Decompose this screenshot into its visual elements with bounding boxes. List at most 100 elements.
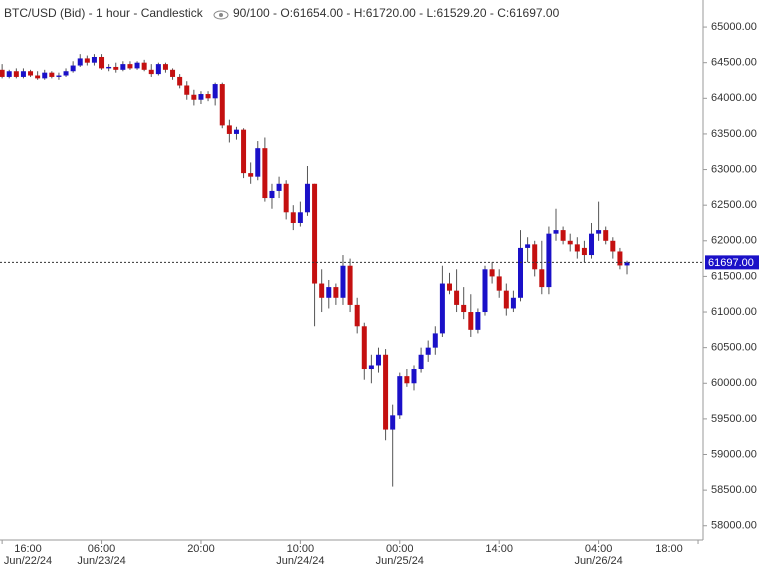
y-tick-label: 62500.00	[711, 199, 757, 211]
y-tick-label: 59500.00	[711, 413, 757, 425]
candle-body	[567, 240, 573, 245]
chart-title: BTC/USD (Bid) - 1 hour - Candlestick	[4, 6, 204, 20]
candle-body	[162, 64, 168, 70]
y-tick-label: 63000.00	[711, 163, 757, 175]
candle-body	[361, 326, 367, 370]
candle-body	[354, 304, 360, 327]
candle-body	[56, 75, 62, 77]
candle-body	[0, 69, 5, 77]
candle-body	[241, 129, 247, 174]
y-tick-label: 61500.00	[711, 270, 757, 282]
x-date-label: Jun/23/24	[77, 555, 125, 566]
candle-body	[425, 347, 431, 355]
candle-body	[617, 251, 623, 266]
candle-body	[269, 190, 275, 199]
candle-body	[411, 369, 417, 384]
candle-body	[184, 85, 190, 95]
candle-body	[155, 64, 161, 75]
candle-body	[35, 75, 41, 79]
candle-body	[610, 240, 616, 252]
y-tick-label: 59000.00	[711, 448, 757, 460]
x-tick-label: 04:00	[585, 543, 613, 555]
candle-body	[347, 265, 353, 305]
candle-body	[589, 233, 595, 256]
candle-body	[581, 247, 587, 256]
candle-body	[383, 354, 389, 430]
candle-body	[333, 287, 339, 298]
y-tick-label: 58500.00	[711, 484, 757, 496]
candle-body	[141, 62, 147, 70]
candle-body	[496, 276, 502, 291]
candle-body	[510, 297, 516, 309]
candles	[0, 54, 630, 487]
candle-body	[120, 64, 126, 70]
status-line: 90/100 - O:61654.00 - H:61720.00 - L:615…	[233, 6, 560, 20]
candle-body	[276, 183, 282, 191]
candle-body	[233, 129, 239, 134]
x-tick-label: 18:00	[655, 543, 683, 555]
candle-body	[134, 62, 140, 69]
candle-body	[63, 71, 69, 76]
candle-body	[170, 69, 176, 77]
visibility-icon[interactable]	[213, 10, 229, 20]
x-tick-label: 00:00	[386, 543, 414, 555]
candle-body	[13, 71, 19, 77]
x-tick-label: 14:00	[485, 543, 513, 555]
y-tick-label: 58000.00	[711, 520, 757, 532]
candle-body	[574, 244, 580, 252]
y-tick-label: 62000.00	[711, 235, 757, 247]
candle-body	[77, 58, 83, 66]
candle-body	[319, 283, 325, 298]
candle-body	[290, 212, 296, 223]
candle-body	[546, 233, 552, 288]
candle-body	[525, 244, 531, 248]
candle-body	[297, 212, 303, 223]
candle-body	[177, 76, 183, 86]
candle-body	[262, 148, 268, 199]
candle-body	[446, 283, 452, 291]
candle-body	[20, 71, 26, 77]
candle-body	[461, 304, 467, 313]
y-tick-label: 63500.00	[711, 128, 757, 140]
candle-body	[99, 56, 105, 69]
candle-body	[390, 415, 396, 430]
candle-body	[226, 125, 232, 134]
candle-body	[468, 312, 474, 330]
y-tick-label: 60500.00	[711, 342, 757, 354]
candle-body	[482, 269, 488, 313]
candle-body	[503, 290, 509, 309]
candle-body	[553, 230, 559, 234]
x-date-label: Jun/24/24	[276, 555, 324, 566]
candle-body	[248, 173, 254, 177]
candle-body	[368, 365, 374, 370]
candle-body	[418, 354, 424, 370]
candle-body	[42, 72, 48, 79]
candle-body	[532, 244, 538, 270]
candle-body	[304, 183, 310, 213]
candle-body	[113, 66, 119, 70]
candle-body	[219, 84, 225, 126]
candle-body	[596, 230, 602, 234]
candle-body	[283, 183, 289, 213]
y-tick-label: 64000.00	[711, 92, 757, 104]
candle-body	[205, 94, 211, 99]
candle-body	[312, 183, 318, 284]
candle-body	[255, 148, 261, 177]
candle-body	[375, 354, 381, 366]
candle-body	[340, 265, 346, 298]
candle-body	[454, 290, 460, 305]
candle-body	[475, 312, 481, 330]
x-tick-label: 20:00	[187, 543, 215, 555]
x-date-label: Jun/25/24	[376, 555, 424, 566]
candle-body	[560, 230, 566, 241]
candle-body	[212, 84, 218, 99]
candle-body	[404, 376, 410, 384]
candle-body	[6, 71, 12, 77]
candle-body	[198, 94, 204, 100]
candle-body	[539, 269, 545, 288]
candle-body	[603, 230, 609, 241]
x-tick-label: 06:00	[88, 543, 116, 555]
x-tick-label: 16:00	[14, 543, 42, 555]
